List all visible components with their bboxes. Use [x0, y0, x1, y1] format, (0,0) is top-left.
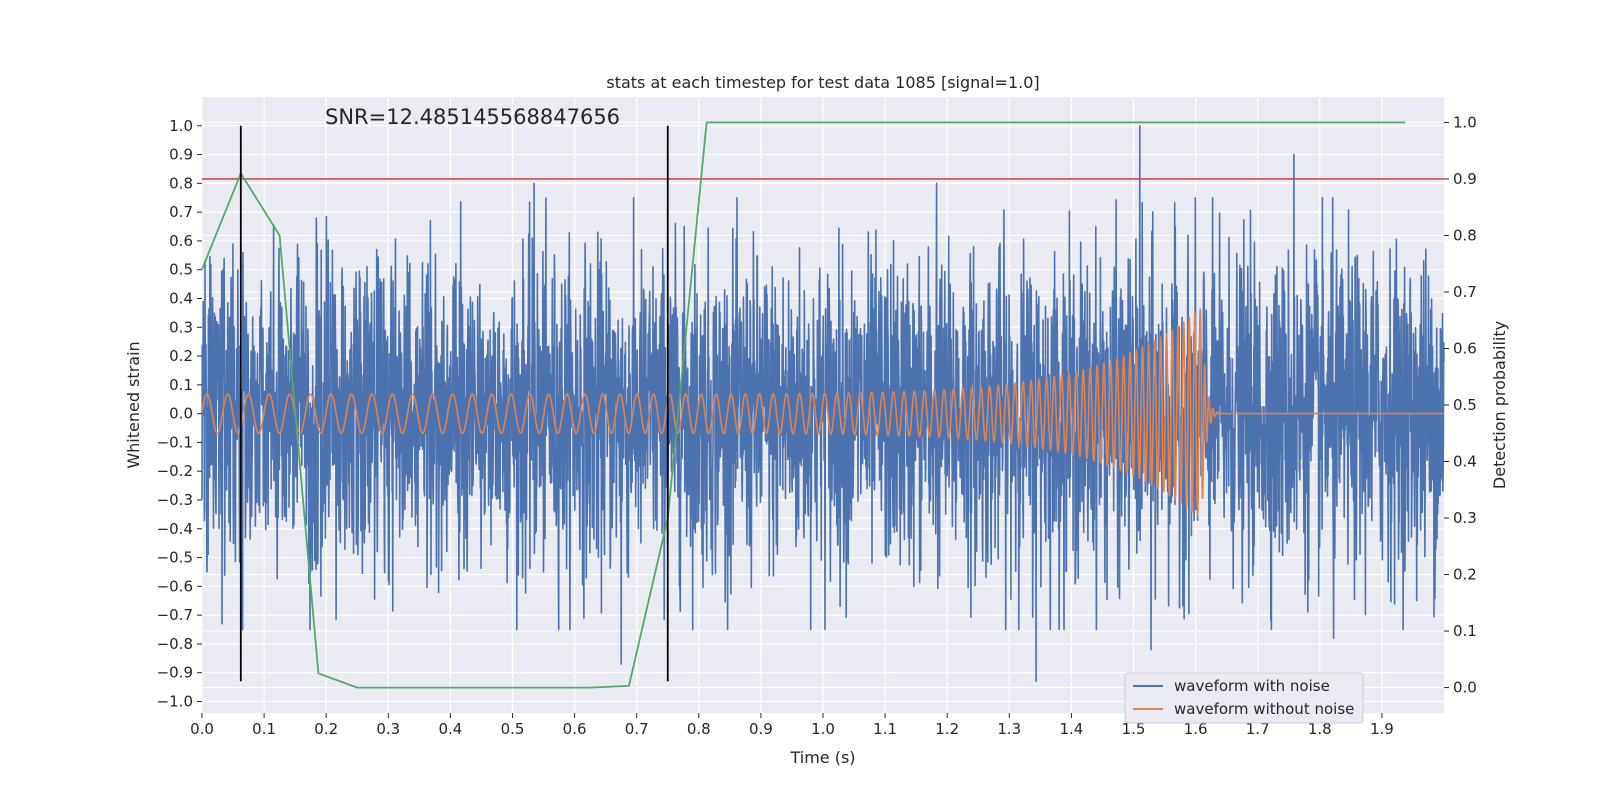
y-tick-label-left: −0.7: [157, 606, 193, 624]
series-detection-probability: [201, 121, 1406, 689]
legend-box: [1124, 672, 1364, 724]
legend-label-clean: waveform without noise: [1174, 700, 1354, 718]
y-tick-label-left: 0.3: [169, 318, 193, 336]
y-tick-label-left: −1.0: [157, 692, 193, 710]
x-tick-label: 0.5: [501, 720, 525, 738]
y-axis-label-left: Whitened strain: [124, 341, 143, 468]
y-tick-label-left: 0.5: [169, 261, 193, 279]
x-tick-label: 0.9: [749, 720, 773, 738]
y-tick-label-left: 1.0: [169, 117, 193, 135]
chart-title: stats at each timestep for test data 108…: [606, 73, 1039, 92]
y-tick-label-left: −0.8: [157, 635, 193, 653]
ticks: 0.0 0.1 0.2 0.3 0.4 0.5 0.6 0.7 0.8 0.9 1.0 1.1 1.2 1…: [157, 113, 1477, 738]
y-tick-label-left: −0.5: [157, 549, 193, 567]
y-tick-label-left: 0.9: [169, 146, 193, 164]
y-axis-label-right: Detection probability: [1490, 321, 1509, 489]
series-waveform-without-noise: [201, 308, 1445, 517]
y-tick-label-left: 0.6: [169, 232, 193, 250]
y-tick-label-left: −0.3: [157, 491, 193, 509]
x-tick-label: 0.3: [376, 720, 400, 738]
x-tick-label: 0.1: [252, 720, 276, 738]
y-tick-label-left: 0.1: [169, 376, 193, 394]
x-tick-label: 0.8: [687, 720, 711, 738]
y-tick-label-right: 1.0: [1453, 113, 1477, 131]
series-waveform-with-noise: [201, 125, 1445, 683]
y-tick-label-right: 0.6: [1453, 339, 1477, 357]
y-tick-label-left: −0.6: [157, 577, 193, 595]
series-layer: [201, 121, 1445, 689]
y-tick-label-left: −0.2: [157, 462, 193, 480]
x-tick-label: 1.5: [1122, 720, 1146, 738]
y-tick-label-right: 0.9: [1453, 170, 1477, 188]
y-tick-label-left: −0.9: [157, 664, 193, 682]
legend-label-noisy: waveform with noise: [1174, 677, 1330, 695]
y-tick-label-right: 0.7: [1453, 283, 1477, 301]
y-tick-label-left: 0.2: [169, 347, 193, 365]
x-tick-label: 1.9: [1370, 720, 1394, 738]
y-tick-label-right: 0.1: [1453, 622, 1477, 640]
y-tick-label-left: 0.0: [169, 405, 193, 423]
x-tick-label: 1.7: [1246, 720, 1270, 738]
x-tick-label: 1.8: [1308, 720, 1332, 738]
x-tick-label: 1.3: [997, 720, 1021, 738]
y-tick-label-right: 0.0: [1453, 679, 1477, 697]
y-tick-label-left: −0.4: [157, 520, 193, 538]
x-tick-label: 1.6: [1184, 720, 1208, 738]
x-tick-label: 0.6: [563, 720, 587, 738]
x-tick-label: 1.4: [1059, 720, 1083, 738]
y-tick-label-right: 0.5: [1453, 396, 1477, 414]
x-tick-label: 1.0: [811, 720, 835, 738]
y-tick-label-left: 0.4: [169, 289, 193, 307]
x-axis-label: Time (s): [789, 748, 855, 767]
y-tick-label-left: 0.8: [169, 174, 193, 192]
y-tick-label-right: 0.8: [1453, 226, 1477, 244]
x-tick-label: 0.0: [190, 720, 214, 738]
x-tick-label: 0.7: [625, 720, 649, 738]
y-tick-label-left: 0.7: [169, 203, 193, 221]
x-tick-label: 0.4: [438, 720, 462, 738]
y-tick-label-right: 0.2: [1453, 566, 1477, 584]
snr-annotation: SNR=12.485145568847656: [325, 105, 620, 129]
y-tick-label-right: 0.4: [1453, 453, 1477, 471]
x-tick-label: 1.2: [935, 720, 959, 738]
x-tick-label: 1.1: [873, 720, 897, 738]
y-tick-label-right: 0.3: [1453, 509, 1477, 527]
legend: waveform with noise waveform without noi…: [1124, 672, 1364, 724]
y-tick-label-left: −0.1: [157, 433, 193, 451]
x-tick-label: 0.2: [314, 720, 338, 738]
